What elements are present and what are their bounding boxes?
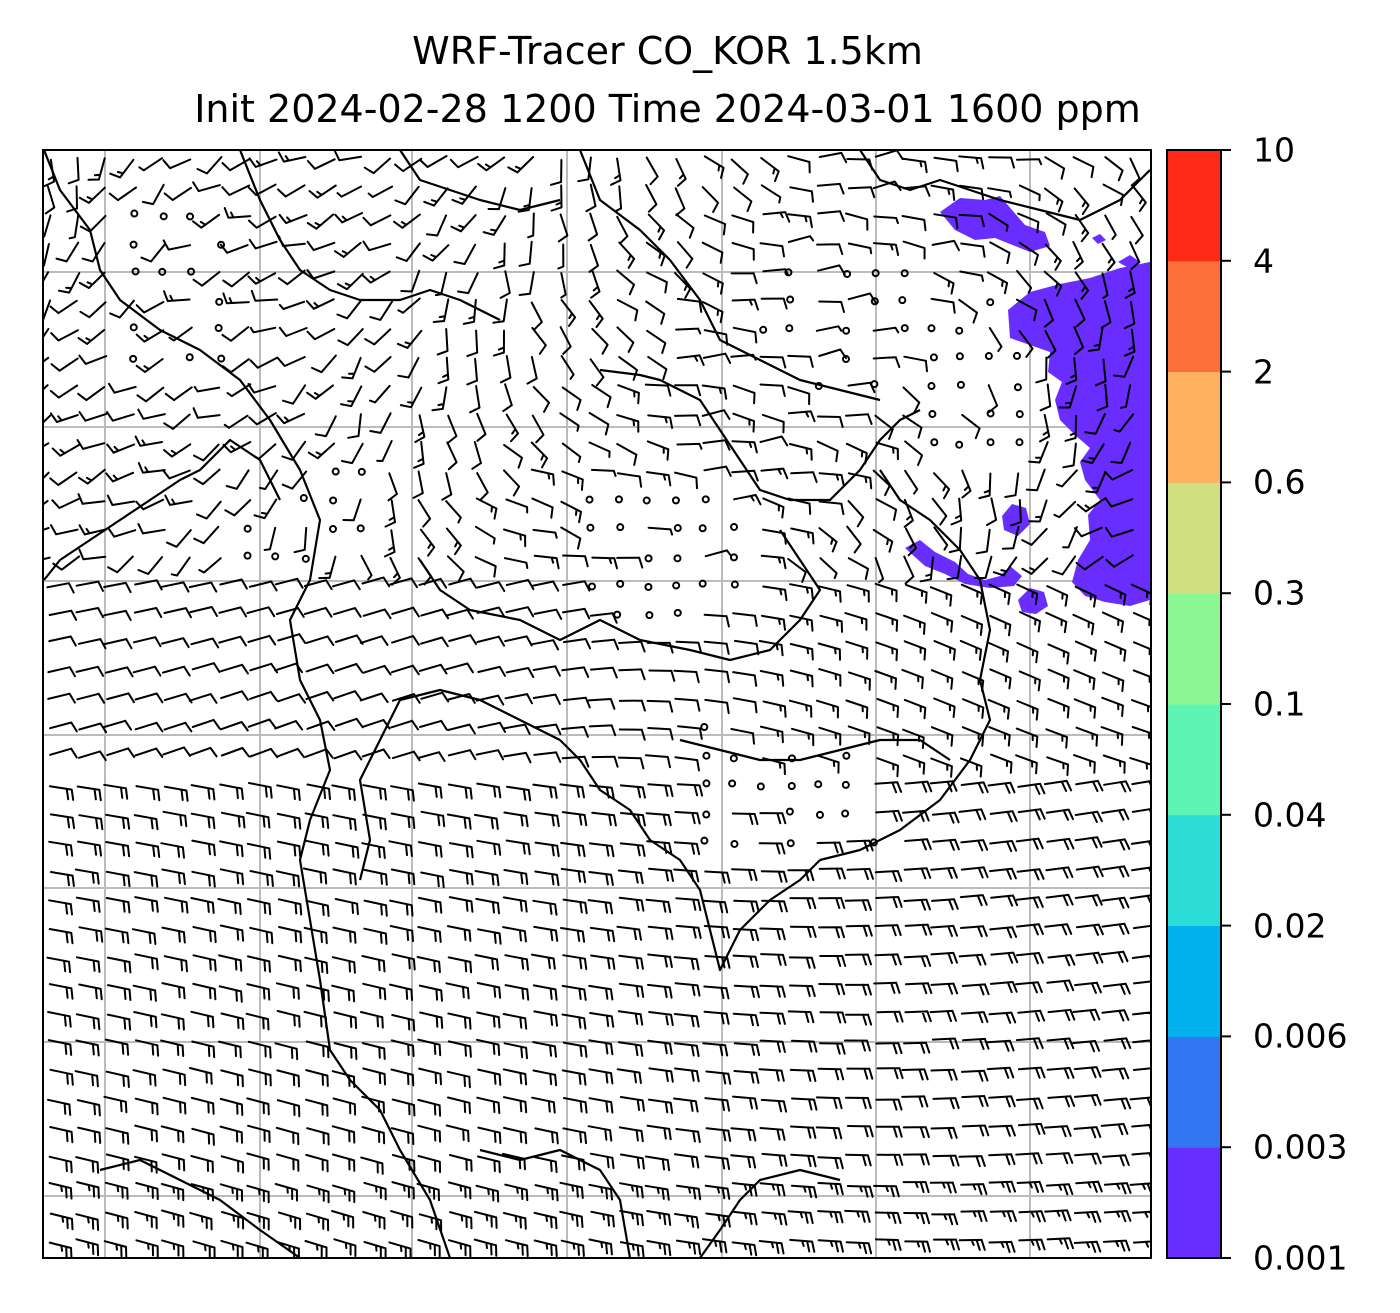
- colorbar-segment: [1167, 371, 1221, 483]
- colorbar-tick-label: 0.6: [1253, 462, 1306, 502]
- map-frame: [42, 149, 1152, 1259]
- colorbar-tick-label: 4: [1253, 241, 1274, 281]
- colorbar-tick-label: 0.006: [1253, 1016, 1348, 1056]
- colorbar-segment: [1167, 1147, 1221, 1259]
- colorbar-tick-label: 0.02: [1253, 906, 1327, 946]
- map-title-line-1: WRF-Tracer CO_KOR 1.5km: [412, 29, 923, 73]
- map-background: [43, 150, 1151, 1258]
- colorbar-tick-label: 0.001: [1253, 1238, 1348, 1278]
- colorbar-tick-label: 0.003: [1253, 1127, 1348, 1167]
- colorbar-segment: [1167, 150, 1221, 262]
- colorbar-tick-label: 0.3: [1253, 573, 1306, 613]
- colorbar: [1166, 149, 1231, 1259]
- wind-barbs: [43, 150, 1151, 1258]
- colorbar-tick-label: 10: [1253, 130, 1295, 170]
- colorbar-segment: [1167, 925, 1221, 1037]
- colorbar-segment: [1167, 260, 1221, 373]
- co-tracer-concentration-area: [905, 196, 1150, 614]
- map-title-line-2: Init 2024-02-28 1200 Time 2024-03-01 160…: [194, 87, 1141, 131]
- colorbar-tick-label: 0.04: [1253, 795, 1327, 835]
- colorbar-segment: [1167, 814, 1221, 927]
- colorbar-segment: [1167, 593, 1221, 705]
- colorbar-segment: [1167, 704, 1221, 816]
- colorbar-segment: [1167, 1036, 1221, 1148]
- colorbar-segment: [1167, 482, 1221, 594]
- colorbar-tick-label: 2: [1253, 352, 1274, 392]
- colorbar-tick-label: 0.1: [1253, 684, 1306, 724]
